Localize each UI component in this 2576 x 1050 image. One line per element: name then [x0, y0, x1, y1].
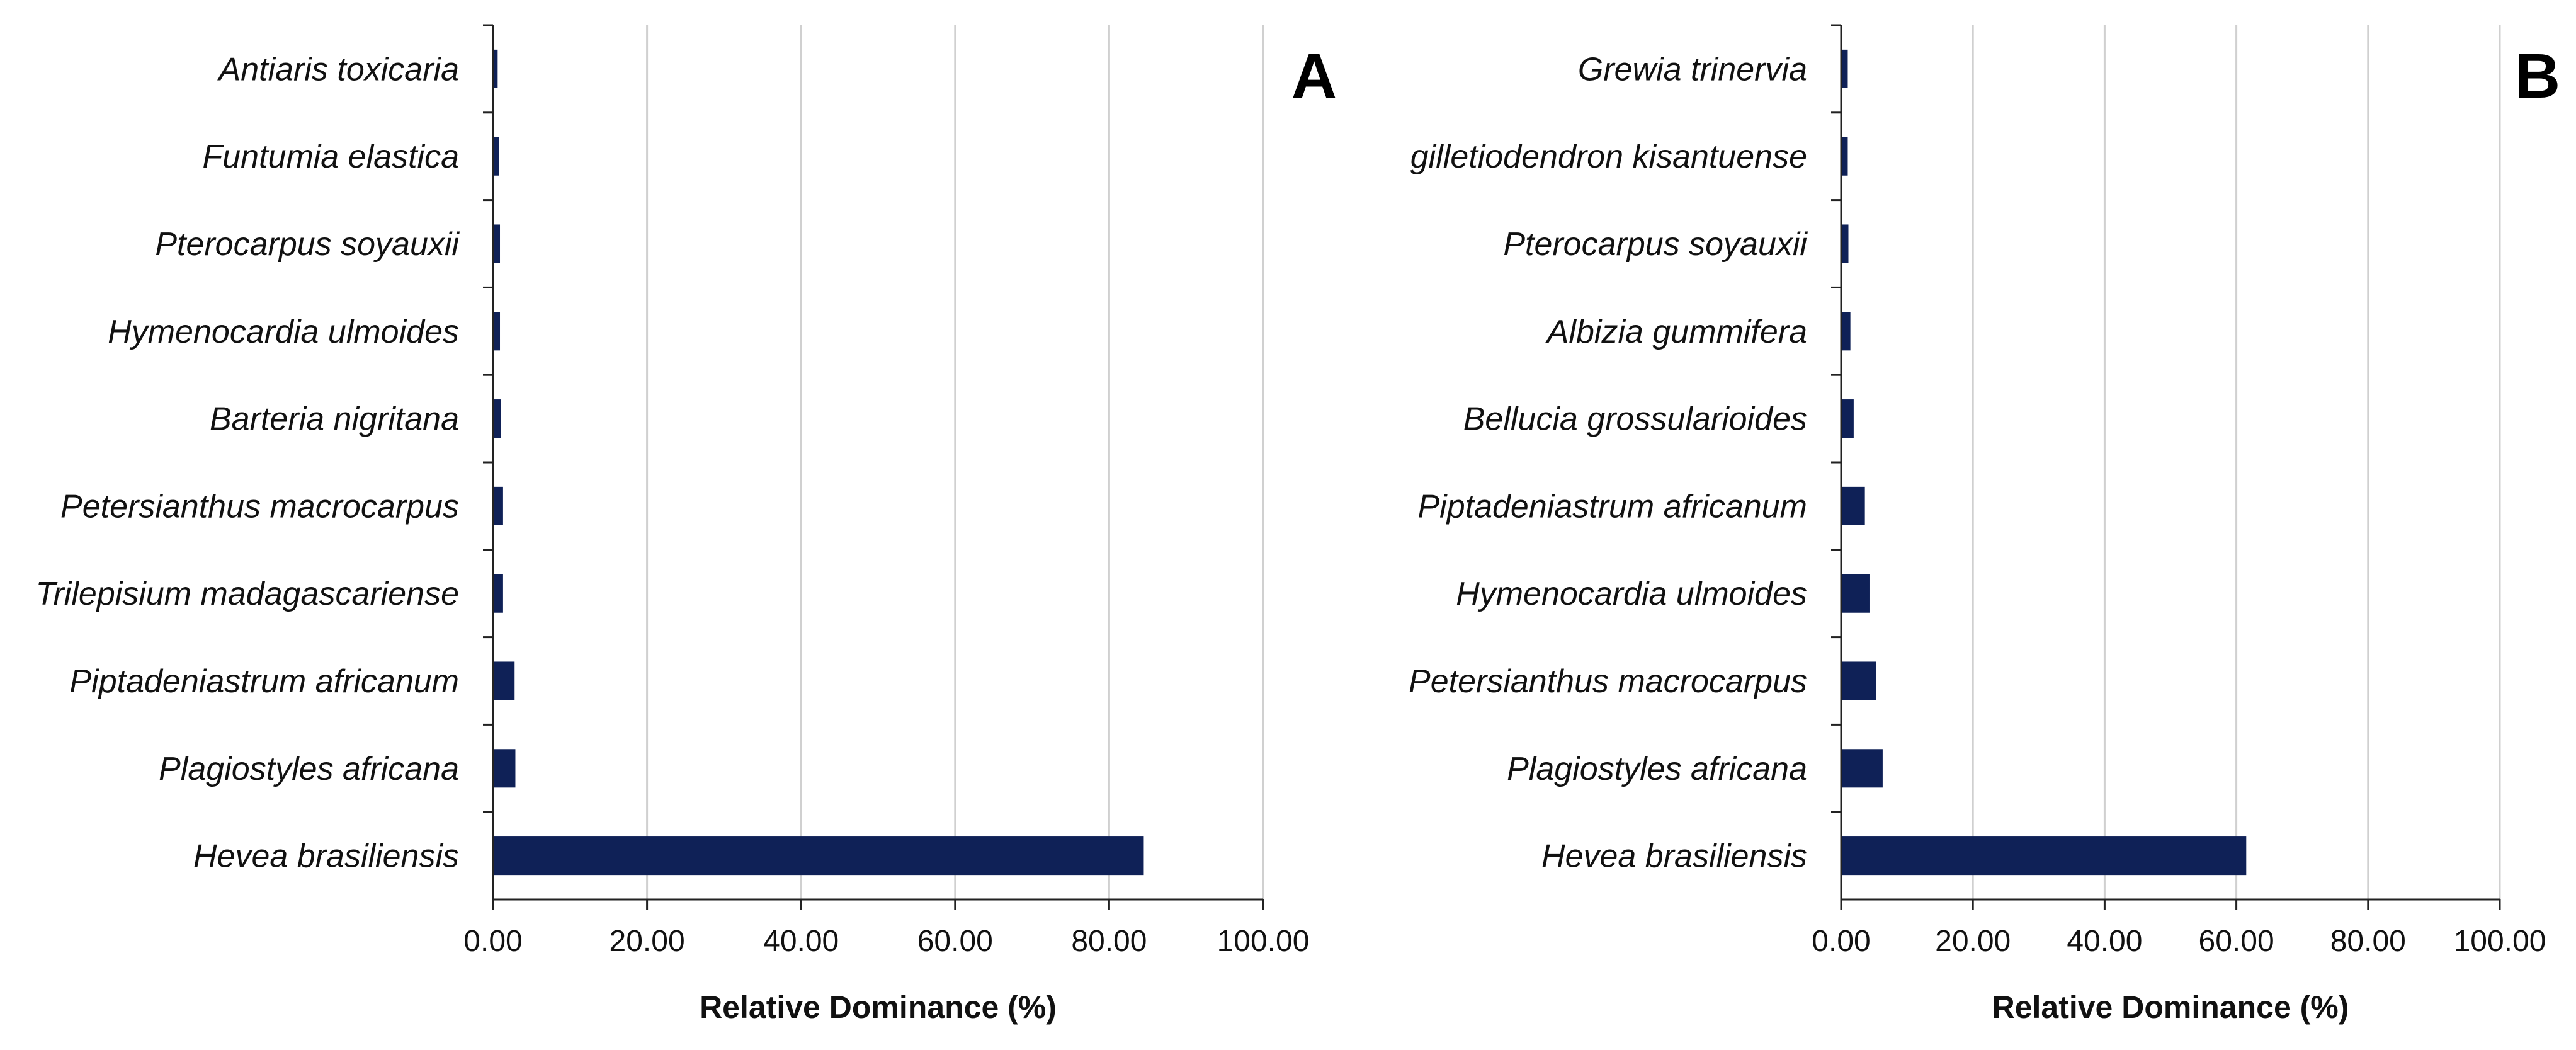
bar-b-2	[1841, 224, 1849, 263]
panel-a-tick-labels: 0.00 20.00 40.00 60.00 80.00 100.00	[463, 925, 1309, 958]
bar-b-3	[1841, 312, 1851, 351]
category-label: Albizia gummifera	[1545, 314, 1807, 350]
category-label: Barteria nigritana	[210, 401, 459, 438]
panel-a-x-axis-title: Relative Dominance (%)	[700, 990, 1057, 1025]
category-label: Bellucia grossularioides	[1463, 401, 1807, 438]
bar-a-0	[493, 49, 498, 88]
category-label: Piptadeniastrum africanum	[69, 663, 459, 700]
panel-b-chart: Grewia trinervia gilletiodendron kisantue…	[1409, 24, 2560, 1025]
bar-b-7	[1841, 661, 1876, 700]
panel-a-axes	[483, 24, 1264, 910]
category-label: Petersianthus macrocarpus	[1409, 663, 1807, 700]
x-tick-label: 60.00	[917, 925, 993, 958]
bar-a-2	[493, 224, 501, 263]
category-label: Plagiostyles africana	[1507, 751, 1807, 787]
bar-a-8	[493, 749, 516, 788]
panel-b-bars	[1841, 49, 2247, 876]
panel-a-bars	[493, 49, 1144, 876]
panel-b-gridlines	[1972, 25, 2501, 899]
category-label: Grewia trinervia	[1578, 51, 1807, 88]
x-tick-label: 60.00	[2199, 925, 2274, 958]
bar-a-5	[493, 486, 503, 525]
bar-a-3	[493, 312, 501, 351]
panel-b-axes	[1831, 24, 2501, 910]
x-tick-label: 0.00	[463, 925, 522, 958]
panel-b-tick-labels: 0.00 20.00 40.00 60.00 80.00 100.00	[1812, 925, 2546, 958]
x-tick-label: 40.00	[2067, 925, 2142, 958]
x-tick-label: 100.00	[1217, 925, 1310, 958]
x-tick-label: 80.00	[1071, 925, 1147, 958]
x-tick-label: 0.00	[1812, 925, 1870, 958]
category-label: Trilepisium madagascariense	[36, 576, 459, 612]
bar-a-6	[493, 574, 503, 613]
bar-a-1	[493, 137, 499, 176]
panel-a-chart: Antiaris toxicaria Funtumia elastica Ptero…	[36, 24, 1337, 1025]
category-label: Piptadeniastrum africanum	[1417, 488, 1807, 525]
category-label: Pterocarpus soyauxii	[155, 226, 460, 263]
bar-b-0	[1841, 49, 1848, 88]
category-label: Hevea brasiliensis	[193, 838, 459, 875]
x-tick-label: 40.00	[763, 925, 839, 958]
bar-b-4	[1841, 399, 1854, 438]
bar-a-7	[493, 661, 515, 700]
panel-b-x-axis-title: Relative Dominance (%)	[1992, 990, 2349, 1025]
bar-b-8	[1841, 749, 1883, 788]
category-label: Petersianthus macrocarpus	[60, 488, 459, 525]
bar-a-9	[493, 836, 1144, 876]
category-label: Pterocarpus soyauxii	[1503, 226, 1808, 263]
panel-b-letter: B	[2515, 41, 2560, 111]
category-label: gilletiodendron kisantuense	[1410, 139, 1807, 175]
bar-b-9	[1841, 836, 2247, 876]
x-tick-label: 20.00	[610, 925, 685, 958]
x-tick-label: 80.00	[2330, 925, 2406, 958]
category-label: Funtumia elastica	[202, 139, 459, 175]
bar-b-1	[1841, 137, 1848, 176]
panel-a-gridlines	[646, 25, 1264, 899]
x-tick-label: 20.00	[1935, 925, 2011, 958]
bar-a-4	[493, 399, 501, 438]
bar-b-6	[1841, 574, 1870, 613]
category-label: Hymenocardia ulmoides	[1456, 576, 1807, 612]
x-tick-label: 100.00	[2454, 925, 2546, 958]
bar-b-5	[1841, 486, 1865, 525]
category-label: Plagiostyles africana	[159, 751, 459, 787]
panel-a-category-labels: Antiaris toxicaria Funtumia elastica Ptero…	[36, 51, 460, 874]
category-label: Hymenocardia ulmoides	[108, 314, 459, 350]
panel-a-letter: A	[1291, 41, 1337, 111]
category-label: Hevea brasiliensis	[1541, 838, 1807, 875]
category-label: Antiaris toxicaria	[217, 51, 459, 88]
panel-b-category-labels: Grewia trinervia gilletiodendron kisantue…	[1409, 51, 1808, 874]
